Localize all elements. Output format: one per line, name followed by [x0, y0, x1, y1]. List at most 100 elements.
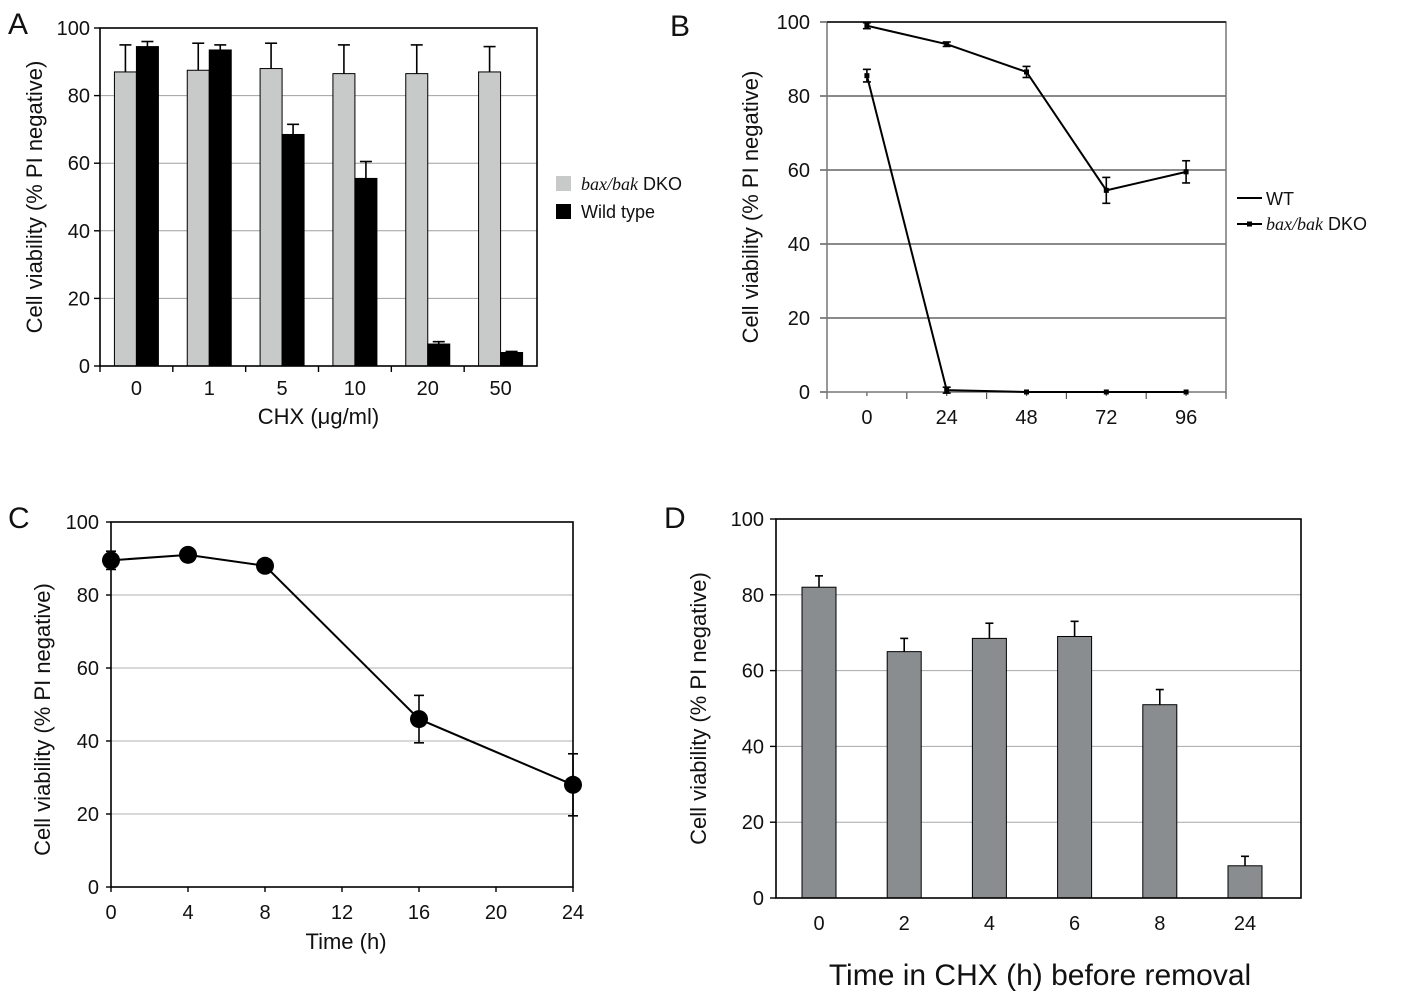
- data-point: [564, 775, 582, 794]
- legend-swatch: [556, 176, 571, 191]
- data-point: [256, 556, 274, 575]
- y-tick-label: 0: [753, 888, 764, 910]
- y-tick-label: 40: [742, 736, 764, 758]
- x-axis-title: Time (h): [305, 929, 386, 954]
- x-tick-label: 20: [417, 378, 439, 400]
- x-tick-label: 12: [331, 902, 353, 924]
- series-line: [866, 24, 1187, 192]
- x-tick-label: 24: [936, 407, 958, 429]
- y-tick-label: 100: [57, 18, 90, 40]
- bar: [332, 73, 356, 367]
- y-axis-title: Cell viability (% PI negative): [22, 61, 47, 334]
- data-point: [102, 551, 120, 570]
- x-tick-label: 24: [562, 902, 584, 924]
- plot-frame: [775, 518, 1302, 899]
- x-tick-label: 8: [259, 902, 270, 924]
- legend-swatch: [556, 204, 571, 219]
- bar: [971, 637, 1007, 899]
- y-tick-label: 0: [79, 356, 90, 378]
- bar: [405, 73, 429, 367]
- x-tick-label: 4: [182, 902, 193, 924]
- panel-label-b: B: [670, 10, 690, 43]
- x-tick-label: 0: [105, 902, 116, 924]
- data-point: [1183, 389, 1189, 395]
- data-point: [1024, 389, 1029, 395]
- y-tick-label: 60: [68, 153, 90, 175]
- x-tick-label: 6: [1069, 913, 1080, 935]
- y-tick-label: 100: [777, 12, 810, 34]
- y-tick-label: 40: [788, 234, 810, 256]
- y-tick-label: 40: [77, 731, 99, 753]
- y-tick-label: 20: [77, 804, 99, 826]
- y-tick-label: 0: [88, 877, 99, 899]
- x-tick-label: 2: [899, 913, 910, 935]
- x-tick-label: 8: [1154, 913, 1165, 935]
- data-point: [1024, 69, 1029, 75]
- x-tick-label: 0: [131, 378, 142, 400]
- x-tick-label: 16: [408, 902, 430, 924]
- y-tick-label: 80: [68, 86, 90, 108]
- data-point: [944, 41, 950, 47]
- x-tick-label: 10: [344, 378, 366, 400]
- series-line: [865, 75, 1187, 393]
- panel-label-d: D: [664, 502, 686, 535]
- legend-label: bax/bak DKO: [581, 174, 682, 194]
- bar: [886, 651, 922, 899]
- data-point: [864, 73, 870, 79]
- panel-label-a: A: [8, 8, 28, 41]
- y-tick-label: 40: [68, 221, 90, 243]
- data-point: [179, 545, 197, 564]
- bar: [113, 71, 137, 367]
- legend-label: bax/bak DKO: [1266, 214, 1367, 234]
- x-tick-label: 24: [1234, 913, 1256, 935]
- x-tick-label: 4: [984, 913, 995, 935]
- x-axis-title: CHX (μg/ml): [258, 404, 379, 429]
- plot-frame: [110, 521, 574, 888]
- x-tick-label: 5: [277, 378, 288, 400]
- y-tick-label: 20: [68, 288, 90, 310]
- plot-frame: [99, 27, 538, 367]
- panel-b-chart: 0 20 40 60 80 100 0 24 48 72 96 Cell viability (% P…: [738, 12, 1367, 429]
- data-point: [864, 23, 870, 29]
- bar: [354, 177, 378, 367]
- bar: [259, 68, 283, 367]
- y-tick-label: 100: [66, 512, 99, 534]
- x-tick-label: 72: [1095, 407, 1117, 429]
- bar: [1142, 704, 1178, 899]
- y-tick-label: 60: [742, 661, 764, 683]
- panel-a-chart: 0 20 40 60 80 100 0 1 5 10 20 50 CHX (μg/ml) Cell via…: [22, 18, 682, 429]
- y-axis-title: Cell viability (% PI negative): [738, 71, 763, 344]
- y-tick-label: 100: [731, 509, 764, 531]
- legend-label: WT: [1266, 189, 1294, 209]
- bar: [801, 586, 837, 899]
- x-tick-label: 0: [861, 407, 872, 429]
- legend-marker: [1247, 221, 1252, 227]
- y-tick-label: 80: [742, 585, 764, 607]
- y-tick-label: 20: [788, 308, 810, 330]
- y-tick-label: 60: [77, 658, 99, 680]
- x-tick-label: 50: [489, 378, 511, 400]
- panel-c-chart: 0 20 40 60 80 100 0 4 8 12 16 20 24 Time (h) Cell viab…: [30, 512, 584, 954]
- y-axis-title: Cell viability (% PI negative): [686, 572, 711, 845]
- data-point: [410, 710, 428, 729]
- x-tick-label: 20: [485, 902, 507, 924]
- x-tick-label: 1: [204, 378, 215, 400]
- bar: [208, 49, 232, 367]
- x-tick-label: 0: [813, 913, 824, 935]
- y-tick-label: 0: [799, 382, 810, 404]
- x-tick-label: 48: [1015, 407, 1037, 429]
- data-point: [1103, 389, 1109, 395]
- bar: [135, 46, 159, 367]
- panel-label-c: C: [8, 502, 30, 535]
- y-tick-label: 80: [788, 86, 810, 108]
- bar: [1227, 865, 1263, 899]
- bar: [1057, 635, 1093, 899]
- x-tick-label: 96: [1175, 407, 1197, 429]
- y-tick-label: 80: [77, 585, 99, 607]
- data-point: [944, 387, 950, 393]
- series-line: [110, 553, 574, 786]
- bar: [500, 351, 524, 367]
- bar: [281, 133, 305, 367]
